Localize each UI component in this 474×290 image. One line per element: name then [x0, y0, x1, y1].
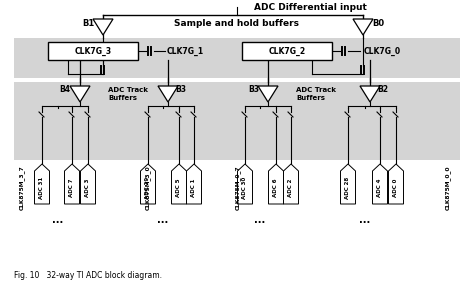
- Bar: [14, 82, 460, 160]
- Polygon shape: [283, 164, 299, 204]
- Polygon shape: [340, 164, 356, 204]
- Text: ADC 28: ADC 28: [346, 177, 350, 199]
- Text: CLK875M_3_0: CLK875M_3_0: [145, 166, 151, 210]
- Text: B1: B1: [82, 19, 94, 28]
- Polygon shape: [35, 164, 49, 204]
- Bar: [48, 42, 138, 60]
- Polygon shape: [268, 164, 283, 204]
- Polygon shape: [140, 164, 155, 204]
- Text: ADC 3: ADC 3: [85, 179, 91, 197]
- Text: CLK7G_3: CLK7G_3: [74, 46, 111, 56]
- Text: ADC Differential input: ADC Differential input: [254, 3, 366, 12]
- Polygon shape: [360, 86, 380, 102]
- Bar: [242, 42, 332, 60]
- Text: B0: B0: [372, 19, 384, 28]
- Bar: [14, 38, 460, 78]
- Polygon shape: [258, 86, 278, 102]
- Polygon shape: [353, 19, 373, 35]
- Text: ADC 31: ADC 31: [39, 177, 45, 199]
- Text: CLK875M_0_7: CLK875M_0_7: [235, 166, 241, 210]
- Text: ADC 0: ADC 0: [393, 179, 399, 197]
- Text: CLK7G_0: CLK7G_0: [364, 46, 401, 56]
- Text: ...: ...: [255, 215, 265, 225]
- Text: ADC 2: ADC 2: [289, 179, 293, 197]
- Text: B2: B2: [377, 86, 389, 95]
- Text: ADC 1: ADC 1: [191, 179, 197, 197]
- Text: ADC 29: ADC 29: [146, 177, 151, 199]
- Text: ADC Track
Buffers: ADC Track Buffers: [296, 88, 336, 101]
- Text: CLK875M_0_0: CLK875M_0_0: [445, 166, 451, 210]
- Polygon shape: [158, 86, 178, 102]
- Polygon shape: [81, 164, 95, 204]
- Text: B3: B3: [248, 86, 259, 95]
- Polygon shape: [237, 164, 253, 204]
- Polygon shape: [93, 19, 113, 35]
- Text: ADC Track
Buffers: ADC Track Buffers: [108, 88, 148, 101]
- Text: CLK7G_1: CLK7G_1: [166, 46, 203, 56]
- Text: ...: ...: [359, 215, 371, 225]
- Text: ADC 6: ADC 6: [273, 179, 279, 197]
- Polygon shape: [186, 164, 201, 204]
- Polygon shape: [373, 164, 388, 204]
- Text: ADC 5: ADC 5: [176, 179, 182, 197]
- Polygon shape: [389, 164, 403, 204]
- Text: ...: ...: [52, 215, 64, 225]
- Text: B3: B3: [175, 86, 186, 95]
- Text: CLK875M_3_7: CLK875M_3_7: [19, 166, 25, 210]
- Polygon shape: [172, 164, 186, 204]
- Text: ADC 4: ADC 4: [377, 179, 383, 197]
- Text: B4: B4: [60, 86, 71, 95]
- Text: ADC 30: ADC 30: [243, 177, 247, 199]
- Polygon shape: [64, 164, 80, 204]
- Text: Fig. 10   32-way TI ADC block diagram.: Fig. 10 32-way TI ADC block diagram.: [14, 271, 162, 280]
- Text: ADC 7: ADC 7: [70, 179, 74, 197]
- Text: Sample and hold buffers: Sample and hold buffers: [174, 19, 300, 28]
- Text: ...: ...: [157, 215, 169, 225]
- Polygon shape: [70, 86, 90, 102]
- Text: CLK7G_2: CLK7G_2: [268, 46, 306, 56]
